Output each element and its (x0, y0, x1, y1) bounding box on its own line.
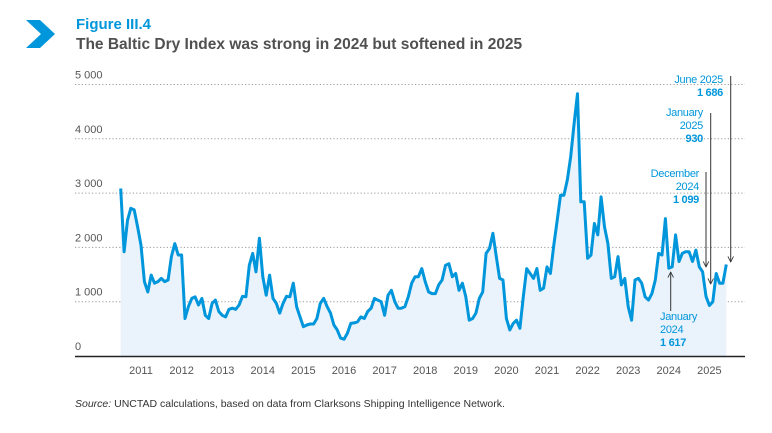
x-tick-label: 2020 (494, 365, 518, 377)
y-axis-labels: 0 1 000 2 000 3 000 4 000 5 000 (75, 70, 103, 354)
x-tick-label: 2022 (575, 365, 599, 377)
source-prefix: Source: (75, 398, 112, 410)
data-points (120, 93, 727, 340)
figure-title: The Baltic Dry Index was strong in 2024 … (76, 36, 523, 53)
x-axis-labels: 2011 2012 2013 2014 2015 2016 2017 2018 2019 2020… (129, 365, 721, 377)
annotation-arrows (671, 76, 731, 311)
x-tick-label: 2011 (129, 365, 153, 377)
y-tick-label: 2 000 (75, 232, 103, 244)
x-tick-label: 2025 (697, 365, 721, 377)
annotation-june-2025: June 2025 1 686 (674, 74, 723, 100)
x-tick-label: 2023 (616, 365, 640, 377)
annotation-value: 1 617 (660, 337, 687, 349)
y-tick-label: 3 000 (75, 178, 103, 190)
annotation-label: June 2025 (674, 74, 723, 86)
annotation-value: 930 (685, 133, 704, 145)
x-tick-label: 2017 (372, 365, 396, 377)
annotation-january-2025: January 2025 930 (666, 107, 703, 146)
x-tick-label: 2012 (169, 365, 193, 377)
x-tick-label: 2015 (291, 365, 315, 377)
annotation-label: 2024 (660, 324, 684, 336)
x-tick-label: 2014 (251, 365, 275, 377)
x-tick-label: 2024 (657, 365, 681, 377)
annotation-label: 2025 (679, 120, 704, 132)
x-tick-label: 2019 (454, 365, 478, 377)
source-note: Source: UNCTAD calculations, based on da… (75, 398, 505, 410)
series-area-fill (120, 93, 727, 356)
source-text: UNCTAD calculations, based on data from … (111, 398, 505, 410)
annotation-january-2024: January 2024 1 617 (660, 311, 697, 350)
annotation-value: 1 099 (672, 194, 699, 206)
figure-label: Figure III.4 (76, 16, 152, 33)
y-tick-label: 0 (75, 341, 81, 353)
annotation-value: 1 686 (696, 87, 723, 99)
x-tick-label: 2021 (535, 365, 559, 377)
x-tick-label: 2016 (332, 365, 356, 377)
annotation-label: December (650, 168, 700, 180)
annotation-label: 2024 (675, 181, 700, 193)
annotation-label: January (660, 311, 698, 323)
annotation-label: January (665, 107, 703, 119)
annotation-december-2024: December 2024 1 099 (650, 168, 700, 207)
x-tick-label: 2013 (210, 365, 234, 377)
series-line (119, 92, 728, 341)
y-tick-label: 1 000 (75, 287, 103, 299)
chevron-logo-icon (26, 20, 55, 48)
x-tick-label: 2018 (413, 365, 437, 377)
y-tick-label: 5 000 (75, 70, 103, 82)
y-tick-label: 4 000 (75, 124, 103, 136)
